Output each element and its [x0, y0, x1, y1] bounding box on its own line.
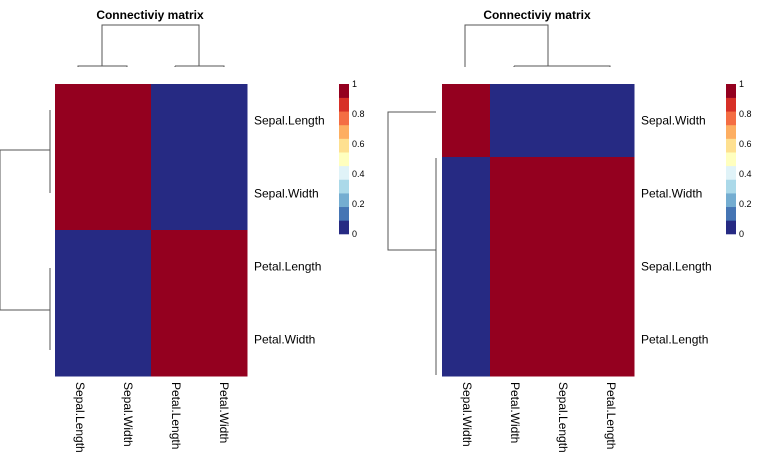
color-legend: 0 0.2 0.4 0.6 0.8 1: [726, 79, 752, 239]
heatmap-cell: [442, 157, 491, 231]
heatmap-panel-1: Connectiviy matrix Sepal.Length Sepal.Wid…: [0, 8, 365, 453]
row-label: Sepal.Length: [641, 260, 712, 274]
column-label: Sepal.Length: [73, 382, 87, 453]
heatmap-cell: [586, 157, 635, 231]
legend-tick-label: 0.6: [352, 139, 365, 149]
heatmap-cell: [103, 303, 152, 377]
heatmap-cells: [55, 84, 248, 377]
legend-swatch: [726, 97, 736, 112]
chart-title: Connectiviy matrix: [96, 8, 204, 22]
legend-swatch: [726, 165, 736, 180]
column-label: Petal.Width: [217, 382, 231, 443]
heatmap-cell: [538, 303, 587, 377]
column-labels: Sepal.Length Sepal.Width Petal.Length Petal…: [73, 382, 231, 453]
row-dendrogram: [387, 111, 437, 375]
heatmap-cell: [151, 84, 200, 158]
legend-tick-label: 0.4: [739, 169, 752, 179]
legend-swatch: [726, 220, 736, 235]
heatmap-cell: [55, 157, 104, 231]
heatmap-cell: [490, 230, 539, 304]
legend-tick-label: 0.2: [352, 199, 365, 209]
heatmap-cell: [199, 303, 248, 377]
row-labels: Sepal.Width Petal.Width Sepal.Length Petal.…: [641, 114, 712, 347]
legend-tick-label: 0: [352, 229, 357, 239]
heatmap-cell: [586, 230, 635, 304]
legend-swatch: [339, 179, 349, 194]
legend-swatch: [339, 124, 349, 139]
heatmap-cell: [538, 230, 587, 304]
chart-title: Connectiviy matrix: [483, 8, 591, 22]
heatmap-cell: [538, 157, 587, 231]
heatmap-cell: [103, 157, 152, 231]
heatmap-cell: [199, 230, 248, 304]
heatmap-cell: [103, 230, 152, 304]
heatmap-cell: [55, 303, 104, 377]
legend-swatch: [339, 220, 349, 235]
legend-swatch: [726, 124, 736, 139]
row-label: Petal.Length: [641, 333, 708, 347]
row-label: Sepal.Length: [254, 114, 325, 128]
row-label: Sepal.Width: [254, 187, 319, 201]
heatmap-cell: [490, 157, 539, 231]
heatmap-cell: [538, 84, 587, 158]
legend-swatch: [726, 193, 736, 208]
row-label: Petal.Width: [641, 187, 702, 201]
legend-swatch: [339, 97, 349, 112]
legend-swatch: [726, 111, 736, 126]
legend-swatch: [726, 84, 736, 98]
legend-swatch: [726, 138, 736, 153]
column-label: Petal.Length: [169, 382, 183, 449]
legend-swatch: [726, 179, 736, 194]
heatmap-cell: [442, 230, 491, 304]
color-legend: 0 0.2 0.4 0.6 0.8 1: [339, 79, 365, 239]
heatmap-cell: [586, 303, 635, 377]
heatmap-cell: [151, 303, 200, 377]
row-dendrogram: [0, 110, 51, 350]
column-label: Petal.Length: [604, 382, 618, 449]
legend-swatch: [339, 206, 349, 221]
row-label: Sepal.Width: [641, 114, 706, 128]
legend-swatch: [339, 84, 349, 98]
heatmap-cell: [199, 157, 248, 231]
column-labels: Sepal.Width Petal.Width Sepal.Length Petal.…: [460, 382, 618, 453]
legend-swatch: [339, 193, 349, 208]
heatmap-cell: [442, 303, 491, 377]
legend-swatch: [339, 165, 349, 180]
row-labels: Sepal.Length Sepal.Width Petal.Length Petal…: [254, 114, 325, 347]
legend-swatch: [726, 206, 736, 221]
legend-tick-label: 0.6: [739, 139, 752, 149]
heatmap-panel-2: Connectiviy matrix Sepal.Width Petal.Widt…: [387, 8, 752, 453]
legend-swatch: [339, 152, 349, 167]
legend-tick-label: 0: [739, 229, 744, 239]
legend-tick-label: 0.2: [739, 199, 752, 209]
column-label: Petal.Width: [508, 382, 522, 443]
row-label: Petal.Length: [254, 260, 321, 274]
heatmap-cell: [490, 303, 539, 377]
heatmap-cell: [151, 230, 200, 304]
column-dendrogram: [464, 24, 611, 67]
heatmap-cell: [55, 84, 104, 158]
legend-tick-label: 1: [352, 79, 357, 89]
column-label: Sepal.Width: [460, 382, 474, 447]
heatmap-cells: [442, 84, 635, 377]
heatmap-cell: [442, 84, 491, 158]
legend-tick-label: 0.4: [352, 169, 365, 179]
legend-swatch: [726, 152, 736, 167]
column-label: Sepal.Width: [121, 382, 135, 447]
legend-tick-label: 1: [739, 79, 744, 89]
heatmap-cell: [586, 84, 635, 158]
column-label: Sepal.Length: [556, 382, 570, 453]
legend-tick-label: 0.8: [739, 109, 752, 119]
heatmap-cell: [490, 84, 539, 158]
legend-swatch: [339, 138, 349, 153]
row-label: Petal.Width: [254, 333, 315, 347]
heatmap-cell: [55, 230, 104, 304]
heatmap-cell: [199, 84, 248, 158]
column-dendrogram: [77, 24, 225, 67]
heatmap-cell: [151, 157, 200, 231]
legend-tick-label: 0.8: [352, 109, 365, 119]
legend-swatch: [339, 111, 349, 126]
heatmap-cell: [103, 84, 152, 158]
